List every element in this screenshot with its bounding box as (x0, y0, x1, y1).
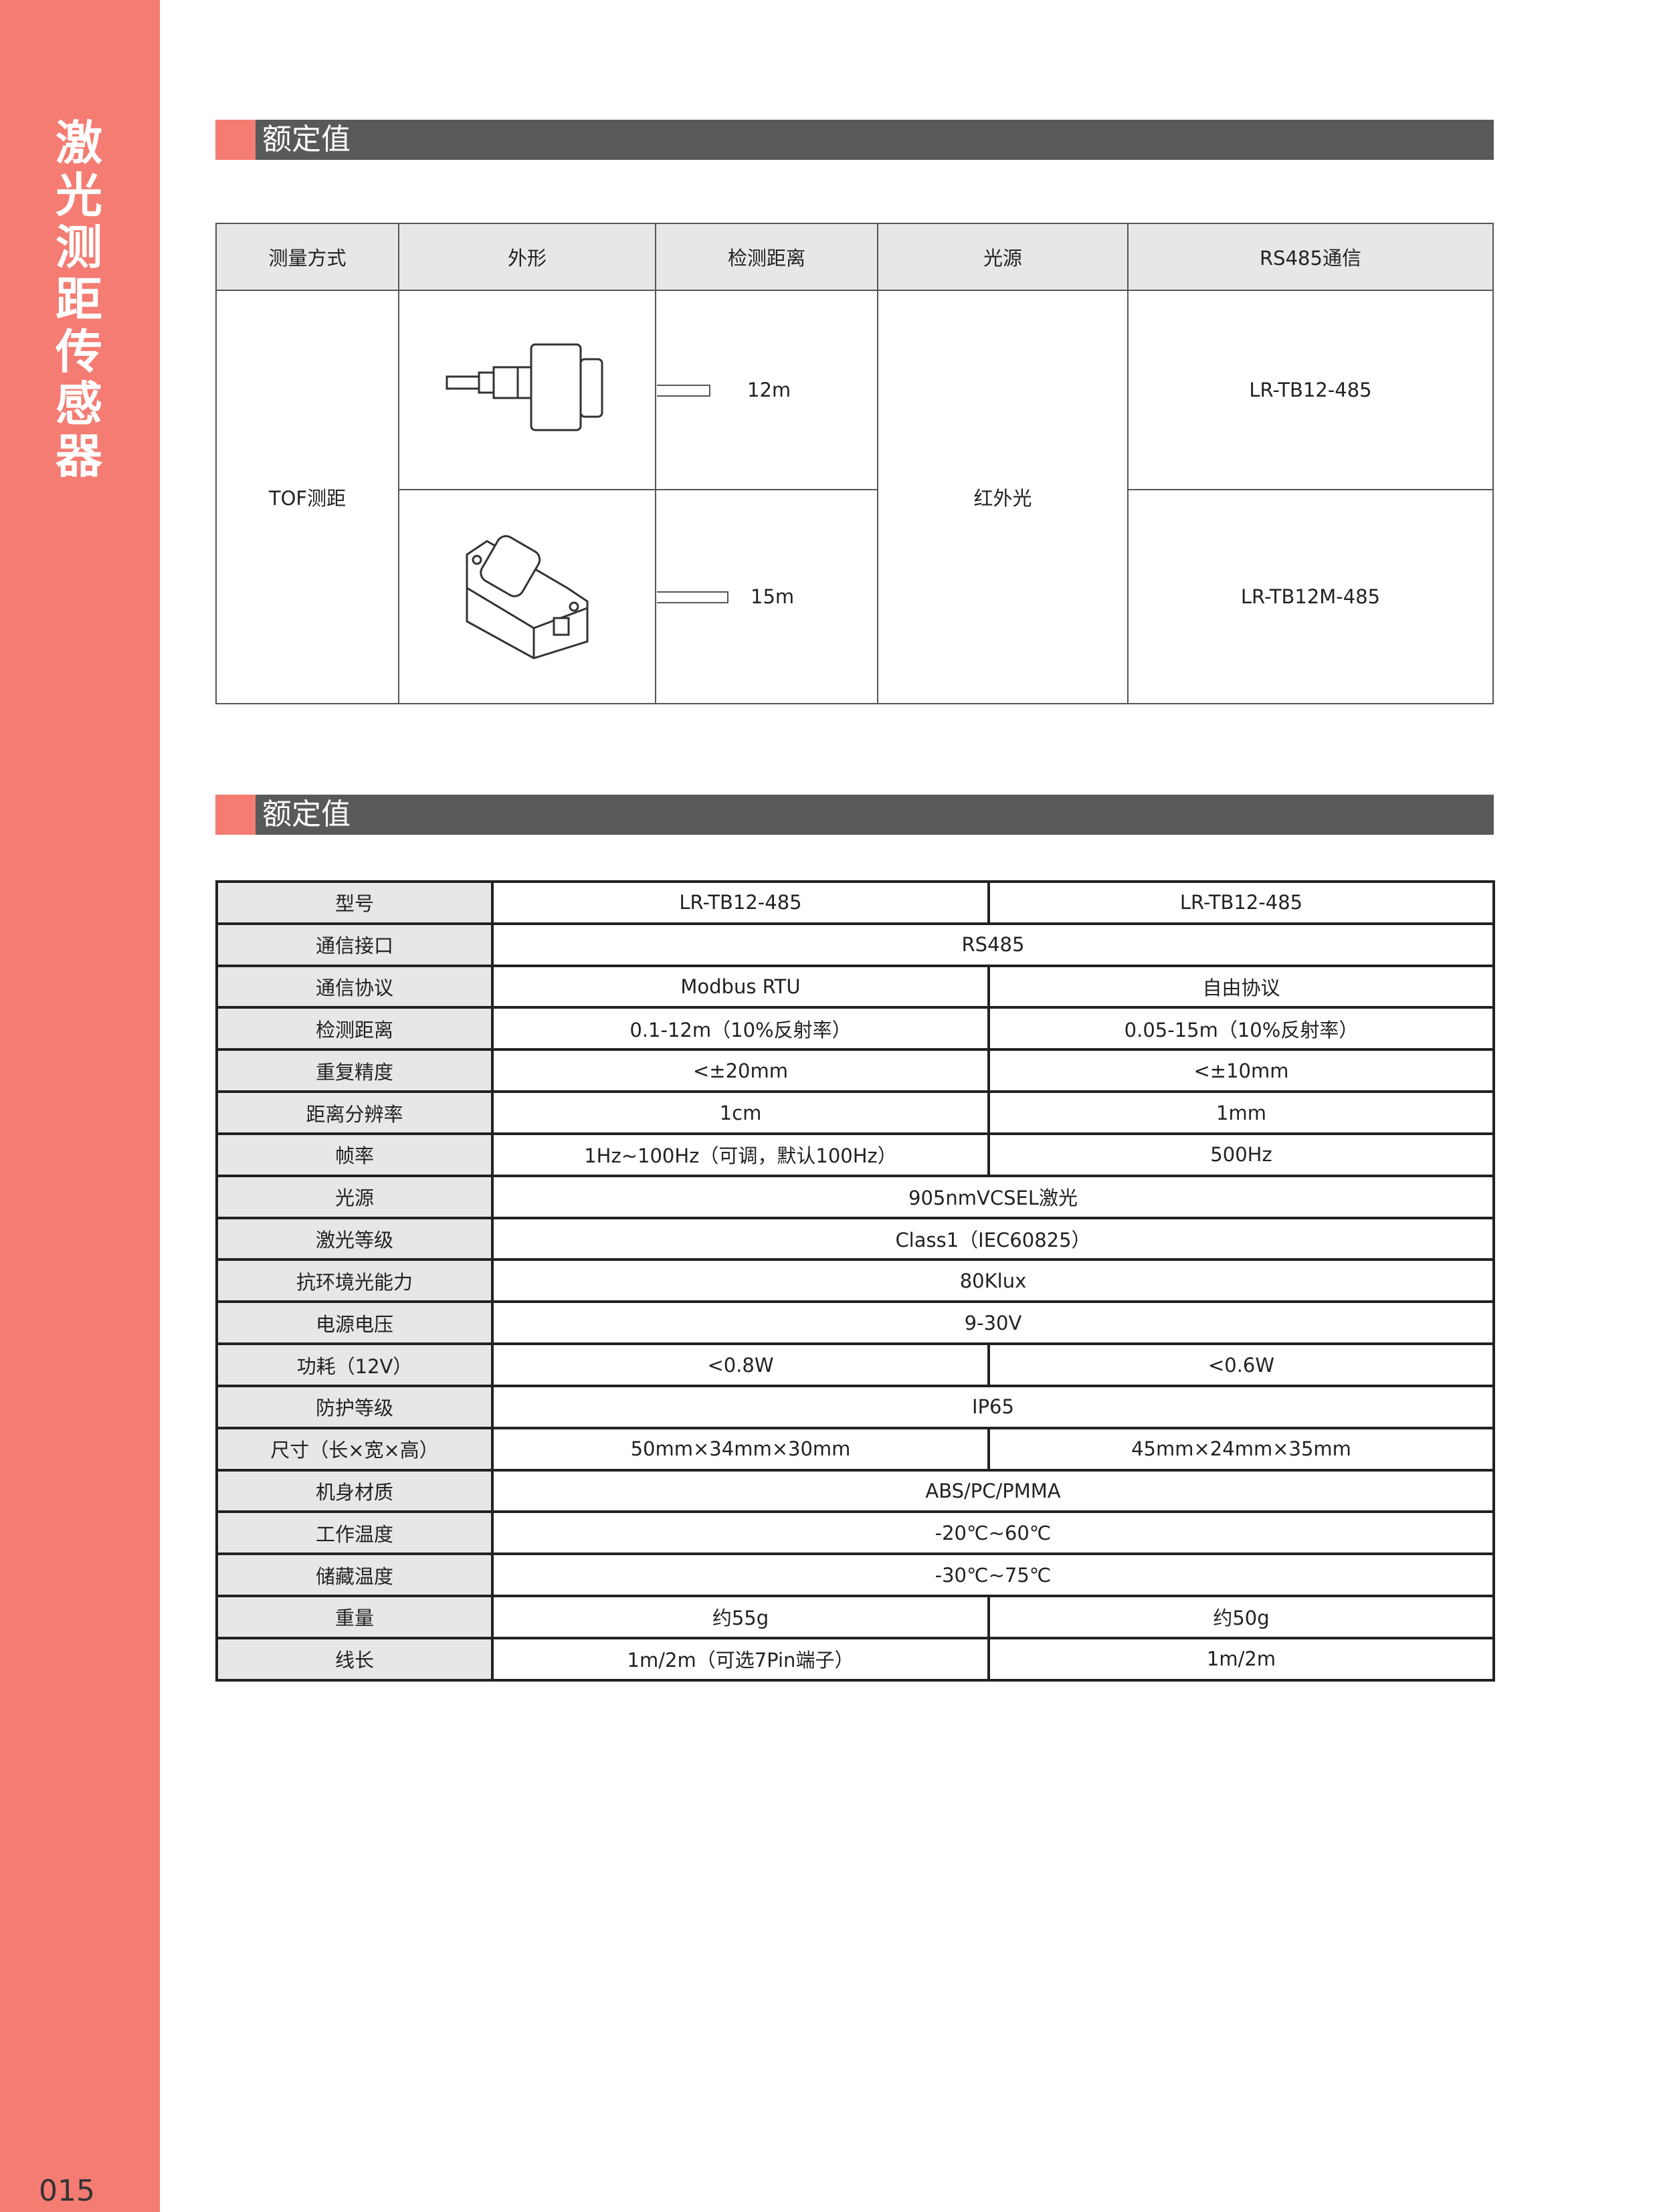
spec-label: 重复精度 (215, 1048, 494, 1094)
header-cell: 检测距离 (655, 223, 878, 291)
spec-value: 1cm (491, 1090, 990, 1135)
spec-label: 工作温度 (215, 1510, 494, 1556)
spec-value: 0.05-15m（10%反射率） (987, 1006, 1495, 1051)
spec-value: -30℃~75℃ (491, 1552, 1495, 1598)
spec-row: 重量 约55g 约50g (215, 1595, 1495, 1639)
spec-table: 型号 LR-TB12-485 LR-TB12-485 通信接口 RS485 通信协议 Mod… (215, 880, 1495, 1682)
spec-value: 约50g (987, 1595, 1495, 1639)
method-cell: TOF测距 (215, 290, 399, 704)
distance-value: 12m (747, 379, 791, 401)
header-cell: 外形 (398, 223, 656, 291)
spec-label: 激光等级 (215, 1216, 494, 1262)
spec-value: <0.8W (491, 1342, 990, 1387)
distance-cell: 12m (655, 290, 878, 490)
spec-value: 0.1-12m（10%反射率） (491, 1006, 990, 1051)
product-image-cylindrical (398, 290, 656, 490)
spec-row: 型号 LR-TB12-485 LR-TB12-485 (215, 880, 1495, 925)
spec-label: 机身材质 (215, 1468, 494, 1514)
section-title: 额定值 (262, 122, 351, 157)
spec-value: ABS/PC/PMMA (491, 1468, 1495, 1514)
spec-value: 1Hz~100Hz（可调，默认100Hz） (491, 1132, 990, 1177)
header-cell: RS485通信 (1127, 223, 1494, 291)
spec-row: 工作温度 -20℃~60℃ (215, 1510, 1495, 1556)
spec-value: 9-30V (491, 1300, 1495, 1346)
spec-row: 机身材质 ABS/PC/PMMA (215, 1468, 1495, 1514)
spec-label: 型号 (215, 880, 494, 925)
spec-value: 500Hz (987, 1132, 1495, 1177)
spec-label: 光源 (215, 1174, 494, 1219)
light-source-cell: 红外光 (877, 290, 1129, 704)
spec-row: 功耗（12V） <0.8W <0.6W (215, 1342, 1495, 1387)
spec-row: 尺寸（长×宽×高） 50mm×34mm×30mm 45mm×24mm×35mm (215, 1426, 1495, 1472)
spec-label: 功耗（12V） (215, 1342, 494, 1387)
spec-value: LR-TB12-485 (491, 880, 990, 925)
spec-label: 重量 (215, 1595, 494, 1639)
spec-value: 1m/2m（可选7Pin端子） (491, 1636, 990, 1682)
spec-row: 储藏温度 -30℃~75℃ (215, 1552, 1495, 1598)
table-header-row: 测量方式 外形 检测距离 光源 RS485通信 (215, 223, 1494, 291)
section-header-1: 额定值 (215, 120, 1494, 160)
spec-value: <0.6W (987, 1342, 1495, 1387)
model-overview-table: 测量方式 外形 检测距离 光源 RS485通信 TOF测距 12m 红外光 LR… (215, 223, 1494, 704)
spec-value: RS485 (491, 922, 1495, 967)
spec-value: 自由协议 (987, 964, 1495, 1009)
model-cell: LR-TB12-485 (1127, 290, 1494, 490)
model-cell: LR-TB12M-485 (1127, 489, 1494, 704)
table-row: 15m LR-TB12M-485 (216, 489, 1494, 704)
spec-label: 防护等级 (215, 1384, 494, 1429)
spec-label: 检测距离 (215, 1006, 494, 1051)
table-row: TOF测距 12m 红外光 LR-TB12-485 (215, 290, 1494, 704)
spec-label: 抗环境光能力 (215, 1258, 494, 1304)
spec-value: <±20mm (491, 1048, 990, 1094)
spec-value: 80Klux (491, 1258, 1495, 1304)
spec-row: 电源电压 9-30V (215, 1300, 1495, 1346)
spec-label: 通信接口 (215, 922, 494, 967)
spec-value: 50mm×34mm×30mm (491, 1426, 990, 1472)
spec-label: 储藏温度 (215, 1552, 494, 1598)
spec-row: 检测距离 0.1-12m（10%反射率） 0.05-15m（10%反射率） (215, 1006, 1495, 1051)
spec-value: LR-TB12-485 (987, 880, 1495, 925)
cylindrical-sensor-icon (446, 343, 603, 431)
spec-value: <±10mm (987, 1048, 1495, 1094)
page-number: 015 (39, 2174, 95, 2208)
spec-label: 尺寸（长×宽×高） (215, 1426, 494, 1472)
spec-value: 1mm (987, 1090, 1495, 1135)
spec-label: 电源电压 (215, 1300, 494, 1346)
spec-value: IP65 (491, 1384, 1495, 1429)
spec-row: 激光等级 Class1（IEC60825） (215, 1216, 1495, 1262)
box-sensor-icon (466, 534, 589, 660)
section-accent (215, 120, 256, 160)
spec-value: 约55g (491, 1595, 990, 1639)
spec-value: 1m/2m (987, 1636, 1495, 1682)
header-cell: 测量方式 (215, 223, 399, 291)
spec-value: Modbus RTU (491, 964, 990, 1009)
product-image-box (398, 489, 656, 704)
spec-label: 线长 (215, 1636, 494, 1682)
spec-row: 重复精度 <±20mm <±10mm (215, 1048, 1495, 1094)
spec-row: 线长 1m/2m（可选7Pin端子） 1m/2m (215, 1636, 1495, 1682)
sidebar-title: 激光测距传感器 (56, 116, 102, 484)
spec-row: 抗环境光能力 80Klux (215, 1258, 1495, 1304)
spec-row: 距离分辨率 1cm 1mm (215, 1090, 1495, 1135)
distance-cell: 15m (655, 489, 878, 704)
spec-row: 帧率 1Hz~100Hz（可调，默认100Hz） 500Hz (215, 1132, 1495, 1177)
section-accent (215, 795, 256, 835)
spec-value: 905nmVCSEL激光 (491, 1174, 1495, 1219)
header-cell: 光源 (877, 223, 1129, 291)
spec-label: 帧率 (215, 1132, 494, 1177)
spec-row: 通信协议 Modbus RTU 自由协议 (215, 964, 1495, 1009)
spec-value: 45mm×24mm×35mm (987, 1426, 1495, 1472)
spec-value: -20℃~60℃ (491, 1510, 1495, 1556)
spec-row: 防护等级 IP65 (215, 1384, 1495, 1429)
distance-value: 15m (751, 585, 795, 608)
spec-row: 光源 905nmVCSEL激光 (215, 1174, 1495, 1219)
spec-value: Class1（IEC60825） (491, 1216, 1495, 1262)
sidebar: 激光测距传感器 015 (0, 0, 160, 2212)
spec-label: 距离分辨率 (215, 1090, 494, 1135)
spec-row: 通信接口 RS485 (215, 922, 1495, 967)
section-title: 额定值 (262, 797, 351, 831)
spec-label: 通信协议 (215, 964, 494, 1009)
section-header-2: 额定值 (215, 795, 1494, 835)
